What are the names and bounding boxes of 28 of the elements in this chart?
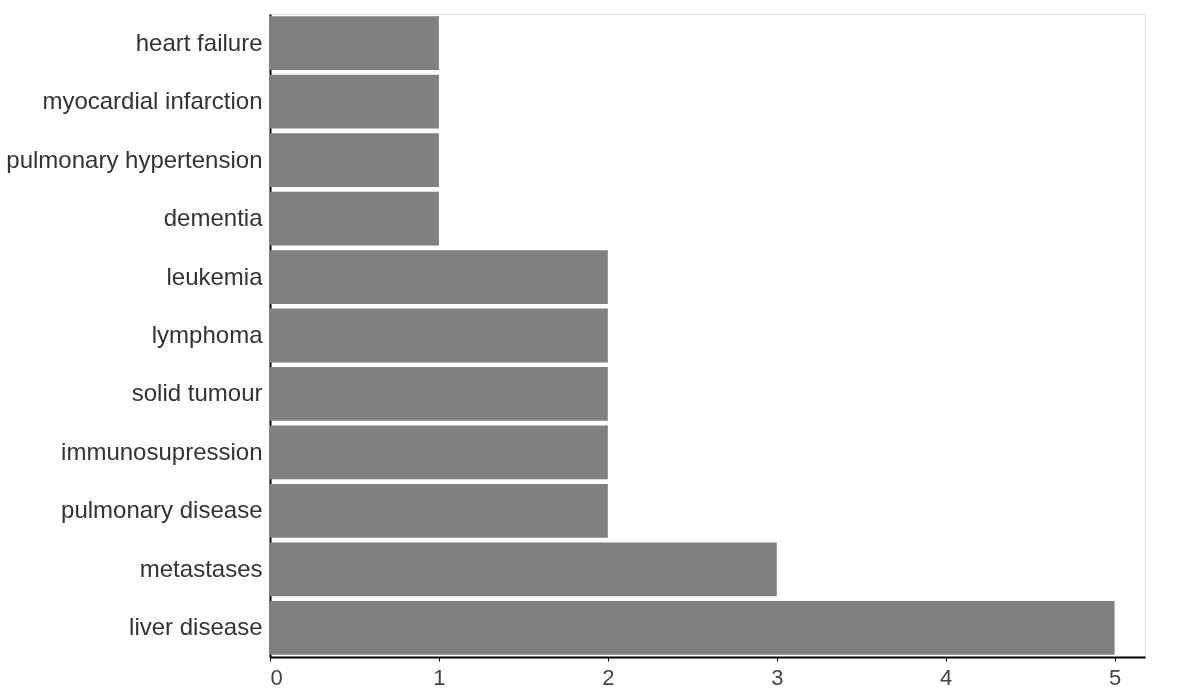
bar	[270, 542, 777, 597]
x-tick-label: 1	[433, 664, 446, 689]
y-tick-label: leukemia	[166, 262, 264, 290]
x-tick-label: 4	[940, 664, 953, 689]
y-tick-label: pulmonary disease	[61, 496, 263, 524]
x-tick-label: 3	[771, 664, 784, 689]
bar	[270, 250, 608, 304]
bar	[270, 191, 439, 246]
y-tick-label: heart failure	[135, 28, 263, 56]
y-tick-label: dementia	[163, 204, 264, 232]
bar	[270, 133, 439, 188]
bar	[270, 600, 1115, 655]
y-tick-label: liver disease	[129, 613, 263, 641]
bar	[270, 308, 608, 363]
y-tick-label: pulmonary hypertension	[6, 145, 263, 173]
y-tick-label: myocardial infarction	[42, 87, 263, 115]
bar	[270, 483, 608, 538]
bar	[270, 367, 608, 421]
x-tick-label: 0	[270, 664, 283, 689]
bar	[270, 16, 439, 71]
y-tick-label: metastases	[139, 554, 263, 582]
y-tick-label: solid tumour	[131, 379, 263, 407]
x-tick-label: 2	[602, 664, 615, 689]
y-tick-label: lymphoma	[151, 321, 264, 348]
bar	[270, 74, 439, 129]
bar	[270, 425, 608, 480]
y-tick-label: immunosupression	[61, 437, 263, 465]
x-tick-label: 5	[1108, 664, 1122, 689]
